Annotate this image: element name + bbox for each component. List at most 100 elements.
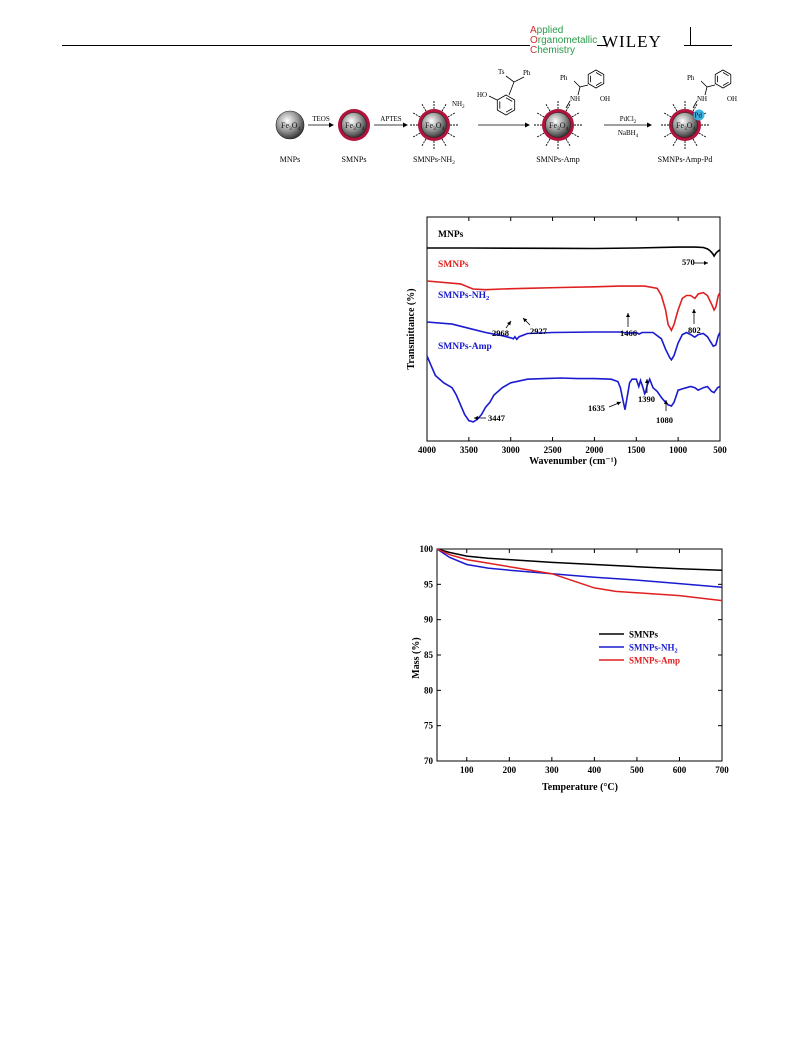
surface-ligand (663, 112, 672, 118)
ph-label: Ph (687, 74, 695, 82)
particle-label: MNPs (280, 155, 300, 164)
surface-ligand (692, 138, 698, 147)
surface-ligand (441, 138, 447, 147)
ftir-x-tick-label: 3500 (460, 445, 479, 455)
oh-label: OH (600, 95, 610, 103)
svg-text:1635: 1635 (588, 403, 605, 413)
surface-ligand (447, 112, 456, 118)
surface-ligand (441, 103, 447, 112)
ftir-annotation: 2927 (522, 317, 548, 336)
publisher-logo: WILEY (602, 32, 662, 51)
tga-series-smnps-amp (436, 548, 723, 602)
surface-ligand (536, 132, 545, 138)
ftir-annotation: 1635 (588, 401, 622, 413)
scheme-particle-3: Fe3O4 SMNPs-NH2 (410, 101, 458, 166)
ftir-x-axis-label: Wavenumber (cm⁻¹) (529, 456, 617, 467)
reagent-label: PdCl2 (620, 115, 637, 125)
surface-ligand (692, 103, 698, 112)
particle-label: SMNPs-Amp (536, 155, 580, 164)
svg-text:802: 802 (688, 325, 701, 335)
svg-text:1466: 1466 (620, 328, 637, 338)
tga-series-smnps (436, 548, 723, 571)
core-label: Fe3O4 (549, 121, 569, 132)
svg-text:1390: 1390 (638, 394, 655, 404)
svg-text:1080: 1080 (656, 415, 673, 425)
pd-particle (693, 109, 705, 121)
surface-ligand (447, 132, 456, 138)
surface-ligand (672, 138, 678, 147)
surface-ligand (565, 103, 571, 112)
ftir-series-mnps (427, 246, 721, 258)
tga-x-tick-label: 400 (588, 765, 602, 775)
fe3o4-core (672, 112, 698, 138)
header-dash (597, 45, 606, 46)
ftir-plot-frame (426, 216, 721, 442)
scheme-particle-1: Fe3O4 MNPs (275, 110, 305, 164)
svg-text:570: 570 (682, 257, 695, 267)
ftir-annotation: 1466 (620, 313, 637, 338)
svg-text:SMNPs-Amp: SMNPs-Amp (629, 656, 680, 666)
ftir-chart: 4000 3500 3000 2500 2000 1500 1000 500 MNPs SMNP… (406, 216, 727, 467)
reagent-label: TEOS (312, 115, 330, 123)
surface-ligand (663, 132, 672, 138)
header-rule (62, 45, 530, 46)
svg-text:2927: 2927 (530, 326, 548, 336)
ftir-series-smnps-nh2 (426, 321, 721, 362)
reagent-label-2: NaBH4 (618, 129, 639, 139)
svg-text:2968: 2968 (492, 328, 509, 338)
reagent-structure: Ts Ph HO (477, 68, 531, 116)
svg-text:3447: 3447 (488, 413, 506, 423)
ftir-x-tick-label: 1500 (627, 445, 646, 455)
nh2-label: NH2 (452, 100, 465, 110)
ho-label: HO (477, 91, 487, 99)
tga-y-tick-label: 90 (424, 615, 434, 625)
ftir-y-axis-label: Transmittance (%) (406, 288, 417, 369)
header-vbar (690, 27, 691, 46)
tga-y-axis-label: Mass (%) (411, 637, 422, 678)
tga-y-tick-label: 95 (424, 579, 434, 589)
core-label: Fe3O4 (676, 121, 696, 132)
ftir-x-tick-label: 1000 (669, 445, 688, 455)
tga-y-tick-label: 75 (424, 721, 434, 731)
ftir-x-tick-label: 3000 (502, 445, 521, 455)
core-label: Fe3O4 (425, 121, 445, 132)
reaction-arrow-3 (478, 122, 530, 128)
tga-x-tick-label: 600 (673, 765, 687, 775)
tga-legend-entry: SMNPs-Amp (599, 656, 680, 666)
svg-text:SMNPs: SMNPs (629, 630, 658, 640)
surface-ligand (672, 103, 678, 112)
ftir-annotation: 570 (682, 257, 708, 267)
ftir-series-label: SMNPs-NH2 (438, 291, 490, 302)
ts-label: Ts (498, 68, 505, 76)
tga-x-tick-label: 200 (503, 765, 517, 775)
ftir-x-tick-label: 500 (713, 445, 727, 455)
ftir-annotation: 1390 (638, 379, 655, 404)
scheme-particle-4: Fe3O4 SMNPs-Amp (534, 101, 582, 164)
surface-ligand (698, 132, 707, 138)
tga-series-smnps-nh2 (436, 548, 723, 588)
reaction-arrow-2: APTES (374, 115, 408, 128)
tga-x-tick-label: 100 (460, 765, 474, 775)
ph-label: Ph (560, 74, 568, 82)
surface-ligand (421, 103, 427, 112)
core-label: Fe3O4 (345, 121, 365, 132)
ftir-series-smnps-amp (426, 355, 721, 423)
tga-y-tick-label: 100 (420, 544, 434, 554)
particle-label: SMNPs (342, 155, 367, 164)
synthesis-scheme: Fe3O4 MNPs Fe3O4 SMNPs Fe3O4 SMNPs-NH2 Fe3O4 SM… (275, 68, 737, 166)
amp-structure-1: NH Ph OH (560, 69, 610, 109)
oh-label: OH (727, 95, 737, 103)
journal-logo: Applied Organometallic Chemistry (530, 25, 598, 56)
nh-label: NH (697, 95, 707, 103)
ftir-series-smnps (426, 280, 721, 333)
tga-x-tick-label: 500 (630, 765, 644, 775)
tga-x-axis-label: Temperature (°C) (542, 782, 618, 793)
surface-ligand (565, 138, 571, 147)
ftir-annotation: 3447 (474, 413, 506, 423)
tga-y-tick-label: 70 (424, 756, 434, 766)
surface-ligand (421, 138, 427, 147)
ftir-annotation: 2968 (492, 320, 512, 338)
surface-ligand (571, 112, 580, 118)
ftir-annotation: 802 (688, 309, 701, 335)
ftir-series-label: MNPs (438, 230, 464, 240)
